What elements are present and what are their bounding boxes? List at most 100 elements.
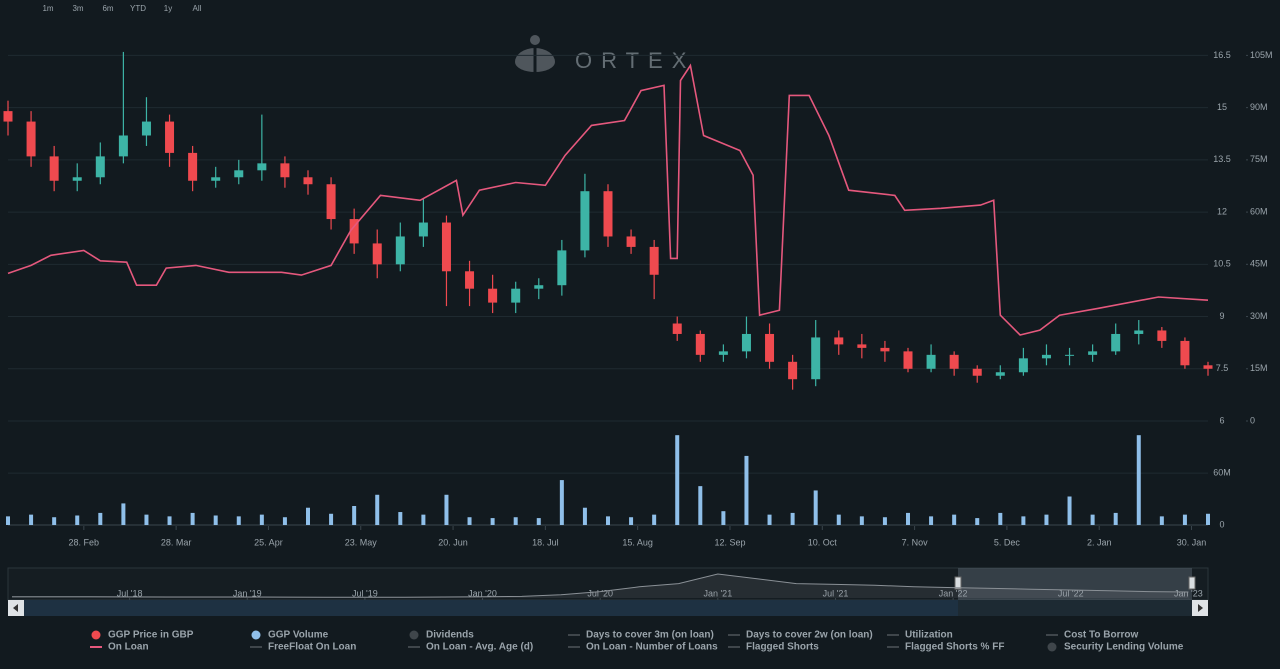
candle-body: [349, 219, 359, 244]
volume-bar: [329, 513, 334, 525]
range-button[interactable]: YTD: [130, 4, 146, 13]
volume-bar: [998, 512, 1003, 525]
navigator-handle[interactable]: [1188, 576, 1196, 590]
candle-body: [465, 271, 475, 289]
volume-bar: [582, 507, 587, 525]
volume-bar: [282, 517, 287, 525]
candle-body: [1041, 354, 1051, 359]
volume-bar: [1044, 514, 1049, 525]
candle-body: [395, 236, 405, 265]
x-tick-label: Jul '20: [587, 588, 613, 598]
volume-bar: [790, 512, 795, 525]
y2-tick-label: 0: [1250, 415, 1255, 425]
candle-body: [1088, 351, 1098, 355]
volume-bar: [536, 518, 541, 525]
legend-item[interactable]: On Loan - Number of Loans: [586, 642, 718, 653]
legend-item[interactable]: Flagged Shorts: [746, 642, 819, 653]
legend-marker: [409, 630, 419, 640]
candle-body: [211, 177, 221, 181]
volume-bar: [675, 435, 680, 525]
y-tick-label: 0: [1219, 519, 1224, 529]
legend-item[interactable]: On Loan: [108, 642, 149, 653]
y-tick-label: 10.5: [1213, 259, 1231, 269]
candle-body: [118, 135, 128, 157]
candle-body: [1134, 330, 1144, 334]
volume-bar: [1021, 516, 1026, 525]
volume-bar: [213, 515, 218, 525]
candle-body: [418, 222, 428, 237]
legend-item[interactable]: GGP Volume: [268, 630, 329, 641]
x-tick-label: 20. Jun: [438, 537, 468, 547]
legend-marker: [91, 630, 101, 640]
x-tick-label: 25. Apr: [254, 537, 283, 547]
legend-item[interactable]: Flagged Shorts % FF: [905, 642, 1004, 653]
volume-bar: [398, 512, 403, 525]
legend-marker: [1047, 642, 1057, 652]
candle-body: [580, 191, 590, 251]
candle-body: [626, 236, 636, 247]
navigator-frame: [7, 567, 1209, 616]
volume-bar: [952, 514, 957, 525]
range-button[interactable]: All: [193, 4, 202, 13]
legend-item[interactable]: Days to cover 2w (on loan): [746, 630, 873, 641]
volume-bar: [98, 512, 103, 525]
y2-tick-label: 75M: [1250, 154, 1268, 164]
volume-bar: [75, 515, 80, 525]
volume-bar: [259, 514, 264, 525]
legend-item[interactable]: Security Lending Volume: [1064, 642, 1184, 653]
legend-item[interactable]: Cost To Borrow: [1064, 630, 1138, 641]
legend-item[interactable]: GGP Price in GBP: [108, 630, 194, 641]
candle-body: [672, 323, 682, 334]
candle-body: [995, 372, 1005, 376]
candle-body: [49, 156, 59, 181]
volume-bar: [1182, 514, 1187, 525]
legend-item[interactable]: Utilization: [905, 630, 953, 641]
volume-bar: [444, 494, 449, 525]
candle-body: [141, 121, 151, 136]
candle-body: [972, 368, 982, 376]
legend-item[interactable]: Dividends: [426, 630, 474, 641]
candle-body: [857, 344, 867, 348]
candle-body: [1111, 333, 1121, 352]
x-tick-label: 15. Aug: [622, 537, 653, 547]
volume-bar: [859, 516, 864, 525]
scroll-right-arrow: [1198, 604, 1203, 612]
navigator-line: [12, 573, 1189, 598]
logo-body: [515, 48, 555, 72]
candle-body: [718, 351, 728, 355]
volume-bar: [721, 511, 726, 525]
x-tick-label: Jan '19: [233, 588, 262, 598]
x-tick-label: 28. Mar: [161, 537, 192, 547]
range-button[interactable]: 1m: [42, 4, 53, 13]
candle-body: [280, 163, 290, 178]
volume-bar: [352, 506, 357, 525]
scroll-left-arrow: [13, 604, 18, 612]
candle-body: [188, 152, 198, 181]
candle-body: [1180, 340, 1190, 366]
y2-tick-label: 60M: [1250, 206, 1268, 216]
candle-body: [1203, 365, 1213, 369]
logo-head: [530, 35, 540, 45]
candle-body: [741, 333, 751, 352]
y2-tick-label: 90M: [1250, 102, 1268, 112]
legend-item[interactable]: Days to cover 3m (on loan): [586, 630, 714, 641]
x-tick-label: 30. Jan: [1177, 537, 1207, 547]
legend-item[interactable]: FreeFloat On Loan: [268, 642, 356, 653]
x-tick-label: Jan '22: [939, 588, 968, 598]
watermark: ORTEX: [575, 48, 695, 73]
range-button[interactable]: 3m: [72, 4, 83, 13]
volume-bar: [29, 514, 34, 525]
volume-bar: [52, 517, 57, 525]
candle-body: [834, 337, 844, 345]
range-button[interactable]: 6m: [102, 4, 113, 13]
legend-item[interactable]: On Loan - Avg. Age (d): [426, 642, 533, 653]
navigator-box: [7, 567, 1209, 601]
candle-body: [788, 361, 798, 380]
candle-body: [303, 177, 313, 185]
y2-tick-label: 30M: [1250, 311, 1268, 321]
candle-body: [903, 351, 913, 369]
navigator-handle[interactable]: [954, 576, 962, 590]
candle-body: [534, 285, 544, 289]
range-button[interactable]: 1y: [164, 4, 172, 13]
y2-tick-label: 45M: [1250, 259, 1268, 269]
